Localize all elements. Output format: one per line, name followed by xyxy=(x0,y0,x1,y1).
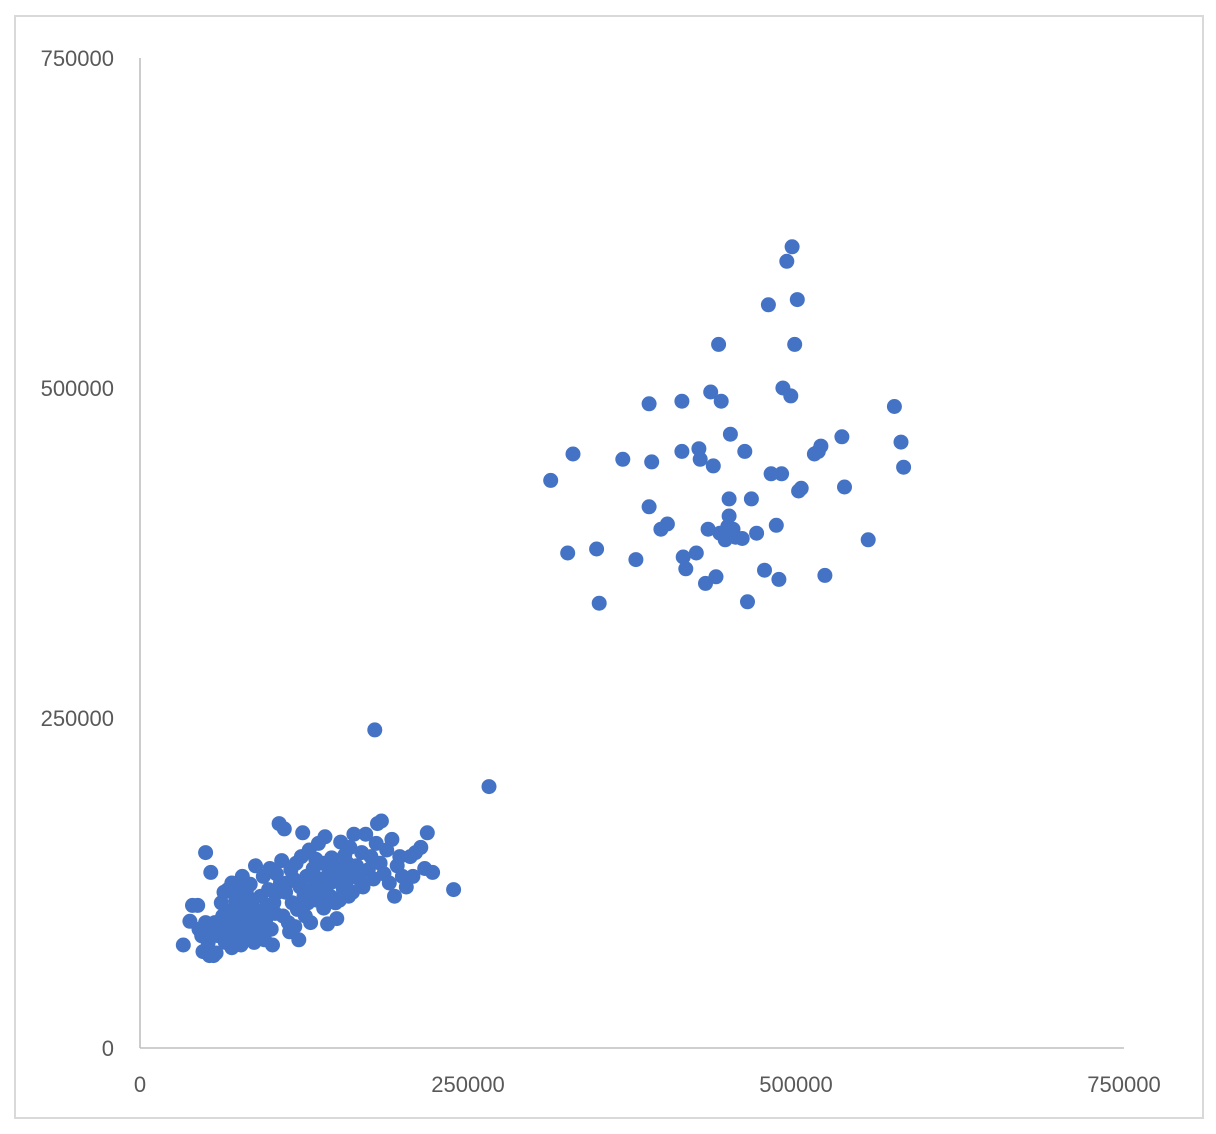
x-tick-label: 250000 xyxy=(431,1072,504,1097)
data-point xyxy=(263,921,279,937)
data-point xyxy=(834,429,850,445)
data-point xyxy=(703,384,719,400)
axes xyxy=(139,58,1124,1049)
data-point xyxy=(893,434,909,450)
data-points xyxy=(175,239,912,964)
y-tick-label: 250000 xyxy=(41,706,114,731)
data-point xyxy=(248,858,263,874)
data-point xyxy=(419,825,435,841)
x-tick-label: 500000 xyxy=(759,1072,832,1097)
data-point xyxy=(886,399,902,414)
data-point xyxy=(793,480,809,496)
y-tick-label: 500000 xyxy=(41,376,114,401)
y-tick-labels: 0 250000 500000 750000 xyxy=(41,46,114,1061)
data-point xyxy=(373,813,389,829)
data-point xyxy=(760,297,776,313)
data-point xyxy=(674,443,690,459)
data-point xyxy=(543,472,559,488)
data-point xyxy=(565,446,581,462)
data-point xyxy=(688,545,704,561)
data-point xyxy=(711,336,727,352)
data-point xyxy=(771,571,787,587)
data-point xyxy=(413,839,429,855)
data-point xyxy=(589,541,605,557)
x-tick-label: 0 xyxy=(134,1072,146,1097)
data-point xyxy=(392,849,408,865)
data-point xyxy=(175,937,191,953)
y-tick-label: 750000 xyxy=(41,46,114,71)
data-point xyxy=(265,937,280,953)
data-point xyxy=(749,525,765,541)
data-point xyxy=(316,900,332,916)
data-point xyxy=(303,915,319,931)
data-point xyxy=(675,549,691,565)
data-point xyxy=(757,562,772,578)
data-point xyxy=(198,845,214,861)
data-point xyxy=(481,779,497,795)
data-point xyxy=(837,479,852,495)
data-point xyxy=(346,826,362,842)
data-point xyxy=(644,454,660,470)
data-point xyxy=(713,393,729,409)
data-point xyxy=(190,897,206,913)
data-point xyxy=(425,864,441,880)
data-point xyxy=(817,567,833,583)
data-point xyxy=(317,829,333,845)
data-point xyxy=(208,945,224,961)
data-point xyxy=(276,821,292,837)
data-point xyxy=(355,879,371,895)
data-point xyxy=(787,336,803,352)
data-point xyxy=(763,466,779,482)
data-point xyxy=(700,521,716,537)
data-point xyxy=(560,545,576,561)
data-point xyxy=(737,443,753,459)
data-point xyxy=(721,508,737,524)
data-point xyxy=(774,466,790,482)
data-point xyxy=(329,911,345,927)
data-point xyxy=(734,531,750,546)
data-point xyxy=(692,451,708,467)
data-point xyxy=(641,396,657,412)
data-point xyxy=(358,826,374,842)
data-point xyxy=(896,459,912,475)
data-point xyxy=(708,569,724,585)
data-point xyxy=(446,882,462,898)
data-point xyxy=(678,561,694,577)
data-point xyxy=(705,458,721,474)
data-point xyxy=(615,451,631,467)
data-point xyxy=(384,831,400,847)
data-point xyxy=(287,919,303,935)
data-point xyxy=(743,491,759,507)
data-point xyxy=(203,864,219,880)
data-point xyxy=(641,499,657,515)
data-point xyxy=(779,253,795,269)
data-point xyxy=(291,932,307,948)
data-point xyxy=(367,722,383,738)
data-point xyxy=(274,853,290,869)
data-point xyxy=(295,825,311,841)
data-point xyxy=(721,491,737,507)
data-point xyxy=(740,594,755,610)
data-point xyxy=(591,595,607,611)
data-point xyxy=(860,532,876,548)
data-point xyxy=(387,888,402,904)
data-point xyxy=(405,868,421,884)
data-point xyxy=(722,426,738,442)
y-tick-label: 0 xyxy=(102,1036,114,1061)
data-point xyxy=(783,388,799,404)
data-point xyxy=(674,393,690,409)
data-point xyxy=(349,858,364,874)
data-point xyxy=(342,839,358,855)
data-point xyxy=(813,438,829,454)
data-point xyxy=(768,517,784,533)
x-tick-labels: 0 250000 500000 750000 xyxy=(134,1072,1161,1097)
data-point xyxy=(381,875,397,891)
data-point xyxy=(784,239,800,255)
data-point xyxy=(659,516,675,532)
data-point xyxy=(628,552,644,568)
x-tick-label: 750000 xyxy=(1087,1072,1160,1097)
data-point xyxy=(789,292,805,308)
data-point xyxy=(242,876,258,892)
